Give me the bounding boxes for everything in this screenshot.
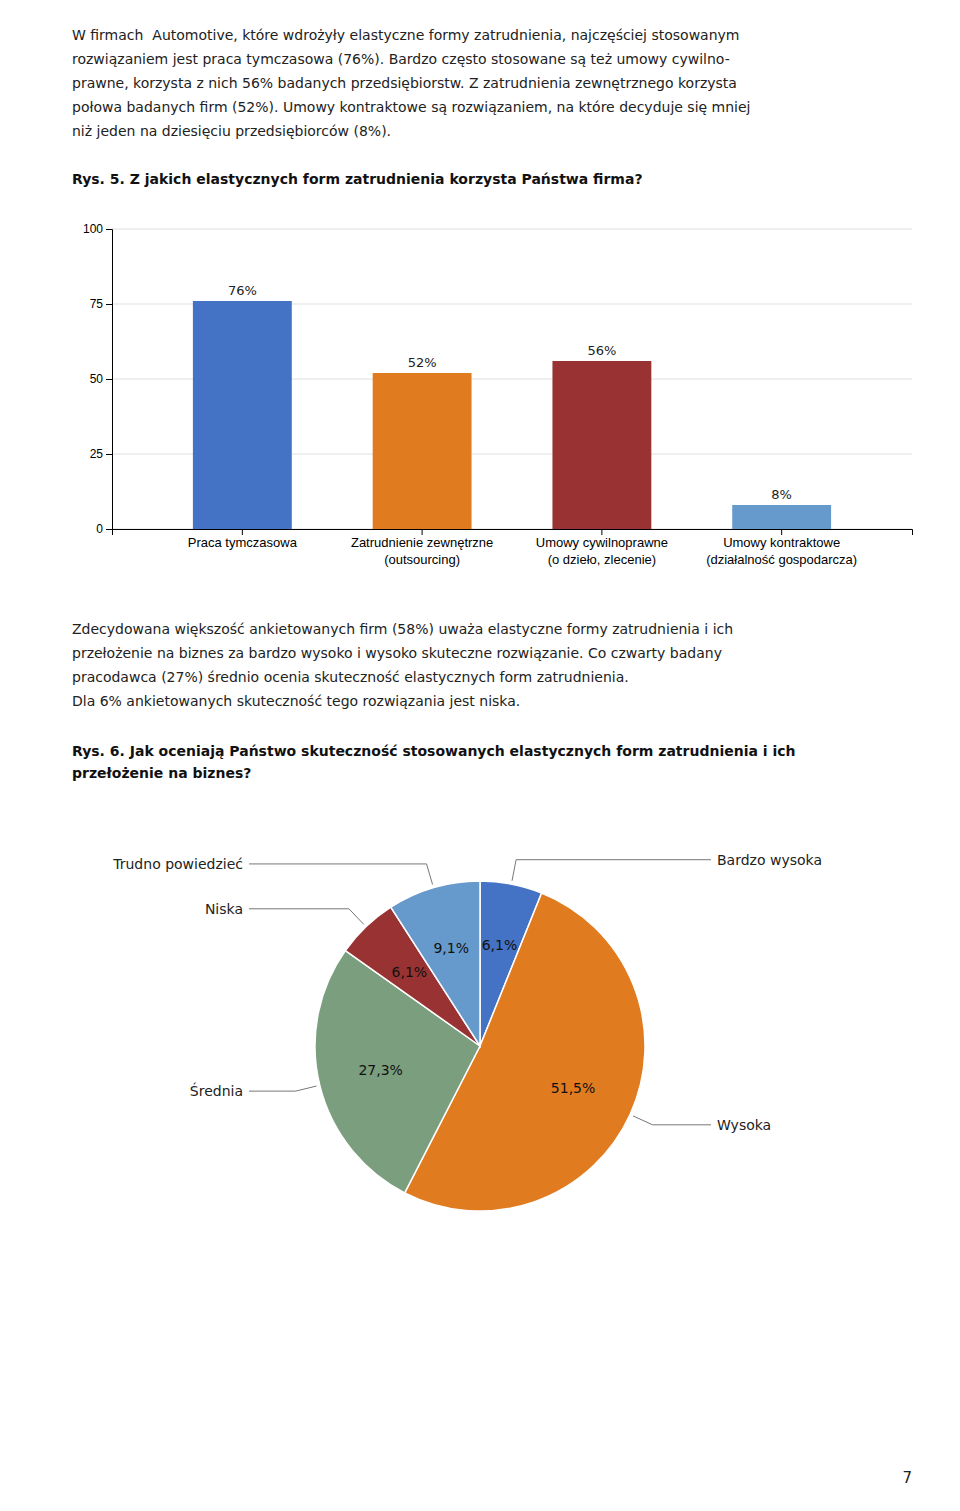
category-label: Wysoka	[717, 1117, 771, 1133]
leader-line	[633, 1116, 711, 1125]
tick-label: Zatrudnienie zewnętrzne(outsourcing)	[351, 535, 493, 567]
data-labels: 76% 52% 56% 8%	[228, 283, 792, 502]
tick: 100	[83, 222, 112, 236]
slice	[391, 881, 480, 1046]
paragraph-line: pracodawca (27%) średnio ocenia skuteczn…	[72, 669, 629, 685]
paragraph-line: niż jeden na dziesięciu przedsiębiorców …	[72, 123, 391, 139]
category-label: Trudno powiedzieć	[112, 856, 243, 872]
data-label: 6,1%	[392, 964, 428, 980]
paragraph-line: połowa badanych firm (52%). Umowy kontra…	[72, 99, 751, 115]
tick: 0	[96, 522, 112, 536]
data-label: 8%	[771, 487, 792, 502]
page-number: 7	[902, 1469, 912, 1487]
tick-label: 100	[83, 222, 103, 236]
tick-label: 50	[90, 372, 104, 386]
x-axis: Praca tymczasowa Zatrudnienie zewnętrzne(…	[113, 529, 913, 567]
category-label: Średnia	[190, 1082, 243, 1099]
tick-mark	[106, 229, 112, 230]
tick: Umowy cywilnoprawne(o dzieło, zlecenie)	[536, 529, 668, 567]
chart-title: Rys. 5. Z jakich elastycznych form zatru…	[72, 171, 643, 187]
category-label: Niska	[205, 901, 243, 917]
data-label: 6,1%	[482, 937, 518, 953]
axis-line	[113, 530, 913, 536]
axis-line	[106, 230, 113, 530]
leader-line	[249, 1086, 317, 1091]
tick-mark	[781, 529, 782, 535]
tick-mark	[242, 529, 243, 535]
grid-line	[112, 229, 912, 230]
tick: Praca tymczasowa	[188, 529, 298, 550]
tick: Umowy kontraktowe(działalność gospodarcz…	[706, 529, 857, 567]
tick-label: 25	[90, 447, 104, 461]
data-label: 51,5%	[551, 1080, 595, 1096]
tick-mark	[106, 304, 112, 305]
category-labels: Bardzo wysoka Wysoka Średnia Niska Trudno po…	[112, 852, 822, 1133]
tick-mark	[106, 379, 112, 380]
bar	[373, 373, 472, 529]
tick-label: Umowy cywilnoprawne(o dzieło, zlecenie)	[536, 535, 668, 567]
bar	[552, 361, 651, 529]
paragraph-line: prawne, korzysta z nich 56% badanych prz…	[72, 75, 737, 91]
paragraph-line: przełożenie na biznes za bardzo wysoko i…	[72, 645, 722, 661]
paragraph-line: Zdecydowana większość ankietowanych firm…	[72, 621, 733, 637]
tick: Zatrudnienie zewnętrzne(outsourcing)	[351, 529, 493, 567]
data-label: 9,1%	[433, 940, 469, 956]
paragraph-line: Dla 6% ankietowanych skuteczność tego ro…	[72, 693, 520, 709]
tick: 50	[90, 372, 112, 386]
paragraph-line: rozwiązaniem jest praca tymczasowa (76%)…	[72, 51, 730, 67]
leader-line	[249, 864, 433, 885]
tick: 25	[90, 447, 112, 461]
data-label: 52%	[408, 355, 437, 370]
tick-mark	[106, 529, 112, 530]
tick-mark	[601, 529, 602, 535]
tick-label: 0	[96, 522, 103, 536]
data-label: 56%	[587, 343, 616, 358]
tick-label: 75	[90, 297, 104, 311]
y-axis: 0 25 50 75 100	[83, 222, 113, 536]
category-label: Bardzo wysoka	[717, 852, 822, 868]
page: W firmach Automotive, które wdrożyły ela…	[0, 0, 960, 1511]
data-label: 76%	[228, 283, 257, 298]
bars	[193, 301, 831, 529]
leader-line	[249, 909, 364, 925]
tick-label: Umowy kontraktowe(działalność gospodarcz…	[706, 535, 857, 567]
tick-mark	[422, 529, 423, 535]
tick-label: Praca tymczasowa	[188, 535, 298, 550]
leader-line	[512, 860, 711, 881]
bar	[732, 505, 831, 529]
bar	[193, 301, 292, 529]
tick-mark	[106, 454, 112, 455]
pie	[315, 881, 645, 1211]
chart-title: Rys. 6. Jak oceniają Państwo skuteczność…	[72, 743, 796, 781]
tick: 75	[90, 297, 112, 311]
data-label: 27,3%	[358, 1062, 402, 1078]
grid	[112, 229, 912, 529]
paragraph-line: W firmach Automotive, które wdrożyły ela…	[72, 27, 740, 43]
data-labels: 6,1% 51,5% 27,3% 6,1% 9,1%	[358, 937, 595, 1096]
